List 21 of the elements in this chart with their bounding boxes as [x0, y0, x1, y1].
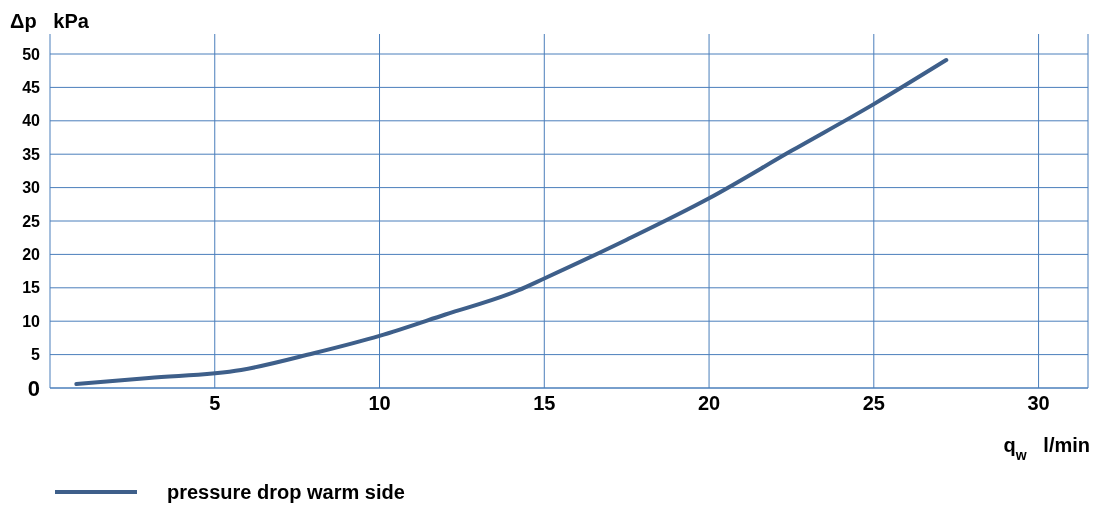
x-tick-label: 25	[862, 392, 885, 414]
y-tick-label: 20	[22, 245, 41, 263]
legend-label: pressure drop warm side	[167, 481, 405, 503]
x-tick-label: 20	[697, 392, 721, 414]
x-axis-title: q$_{w}$ l/min	[1003, 434, 1090, 463]
y-axis-title: Δp kPa	[10, 10, 90, 32]
y-tick-label: 50	[22, 45, 41, 63]
y-tick-label: 10	[22, 312, 41, 330]
y-tick-label: 45	[22, 78, 41, 96]
y-tick-label: 40	[22, 112, 41, 130]
y-tick-label: 35	[22, 145, 41, 163]
y-tick-label: 15	[22, 279, 41, 297]
y-tick-label: 30	[22, 179, 41, 197]
x-tick-label: 30	[1027, 392, 1050, 414]
x-tick-label: 10	[368, 392, 391, 414]
y-tick-label: 5	[31, 346, 41, 364]
line-series	[74, 58, 949, 386]
y-tick-label: 25	[22, 212, 41, 230]
y-tick-label: 0	[27, 375, 40, 401]
x-tick-label: 15	[533, 392, 556, 414]
x-tick-label: 5	[209, 392, 221, 414]
